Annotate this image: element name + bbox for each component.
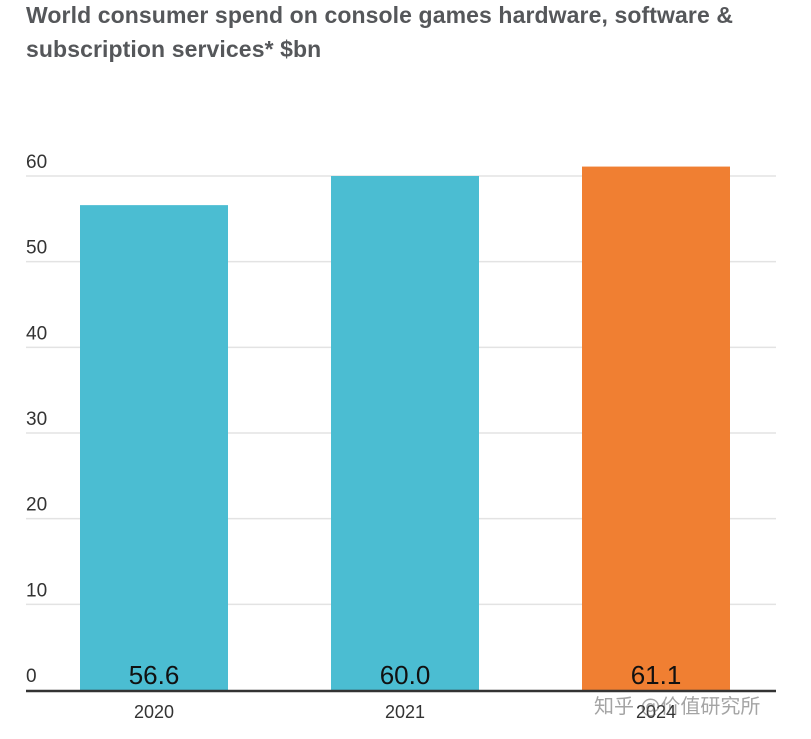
bar-2024	[582, 166, 730, 690]
y-tick-label: 30	[26, 409, 47, 430]
y-tick-label: 0	[26, 666, 37, 687]
bar-2020	[80, 205, 228, 691]
bars	[80, 166, 730, 691]
x-axis-ticks: 2020 2021 2024	[134, 702, 676, 722]
data-labels: 56.6 60.0 61.1	[129, 660, 682, 690]
y-tick-label: 20	[26, 495, 47, 516]
x-tick-label: 2020	[134, 702, 174, 722]
y-tick-label: 40	[26, 323, 47, 344]
data-label: 60.0	[380, 660, 431, 690]
x-tick-label: 2024	[636, 702, 676, 722]
y-axis-ticks: 0 10 20 30 40 50 60	[26, 152, 47, 687]
bar-2021	[331, 176, 479, 690]
chart-title: World consumer spend on console games ha…	[26, 2, 734, 62]
data-label: 56.6	[129, 660, 180, 690]
y-tick-label: 60	[26, 152, 47, 173]
watermark: 知乎 @价值研究所	[594, 694, 761, 718]
y-tick-label: 50	[26, 238, 47, 259]
y-tick-label: 10	[26, 580, 47, 601]
data-label: 61.1	[631, 660, 682, 690]
x-tick-label: 2021	[385, 702, 425, 722]
